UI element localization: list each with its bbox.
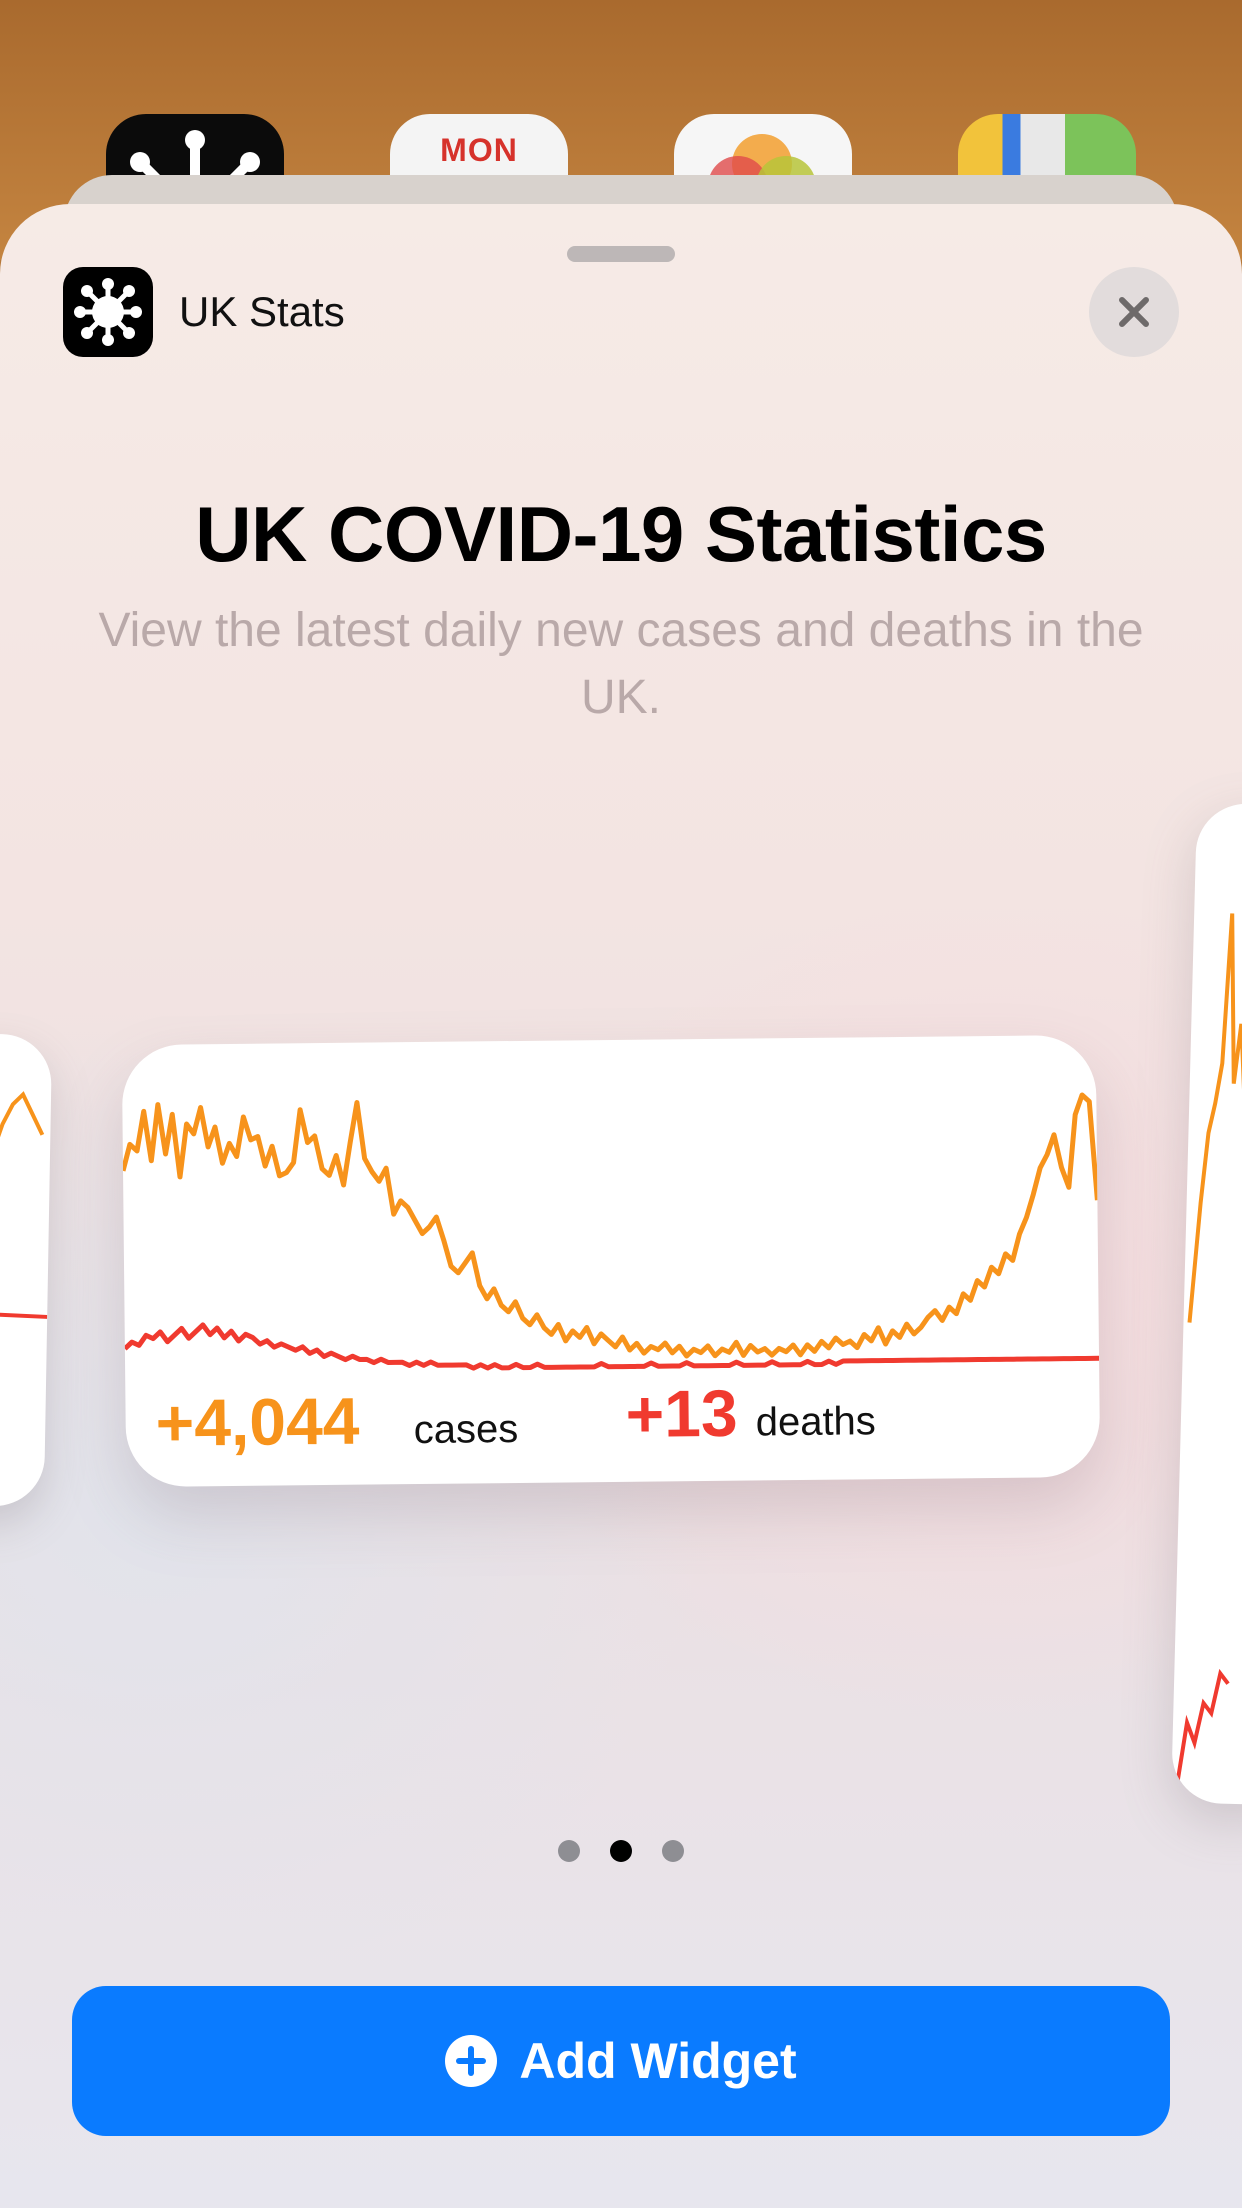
- app-header: UK Stats: [63, 267, 345, 357]
- next-widget-preview[interactable]: +: [1170, 802, 1242, 1806]
- previous-widget-preview[interactable]: [0, 1033, 53, 1507]
- deaths-series-line: [123, 1322, 1100, 1371]
- add-widget-button[interactable]: Add Widget: [72, 1986, 1170, 2136]
- page-indicator[interactable]: [0, 1840, 1242, 1862]
- sheet-grabber[interactable]: [567, 246, 675, 262]
- deaths-value: +13: [625, 1375, 738, 1451]
- cases-deaths-chart: [121, 1092, 1100, 1371]
- close-icon: [1119, 297, 1149, 327]
- covid-stats-widget-preview[interactable]: +4,044 cases +13 deaths: [121, 1034, 1101, 1488]
- widget-description: View the latest daily new cases and deat…: [98, 604, 1144, 724]
- add-widget-label: Add Widget: [519, 2033, 797, 2089]
- page-dot[interactable]: [662, 1840, 684, 1862]
- deaths-label: deaths: [755, 1399, 877, 1445]
- cases-value: +4,044: [155, 1383, 360, 1460]
- app-name: UK Stats: [179, 288, 345, 335]
- virus-icon: [63, 267, 153, 357]
- close-button[interactable]: [1089, 267, 1179, 357]
- widget-gallery-sheet: UK Stats UK COVID-19 Statistics View the…: [0, 204, 1242, 2208]
- cases-series-line: [121, 1092, 1100, 1359]
- cases-label: cases: [413, 1406, 519, 1453]
- plus-circle-icon: [445, 2035, 498, 2087]
- page-dot[interactable]: [558, 1840, 580, 1862]
- page-dot[interactable]: [610, 1840, 632, 1862]
- widget-title: UK COVID-19 Statistics: [195, 490, 1047, 578]
- calendar-day-label: MON: [440, 132, 518, 168]
